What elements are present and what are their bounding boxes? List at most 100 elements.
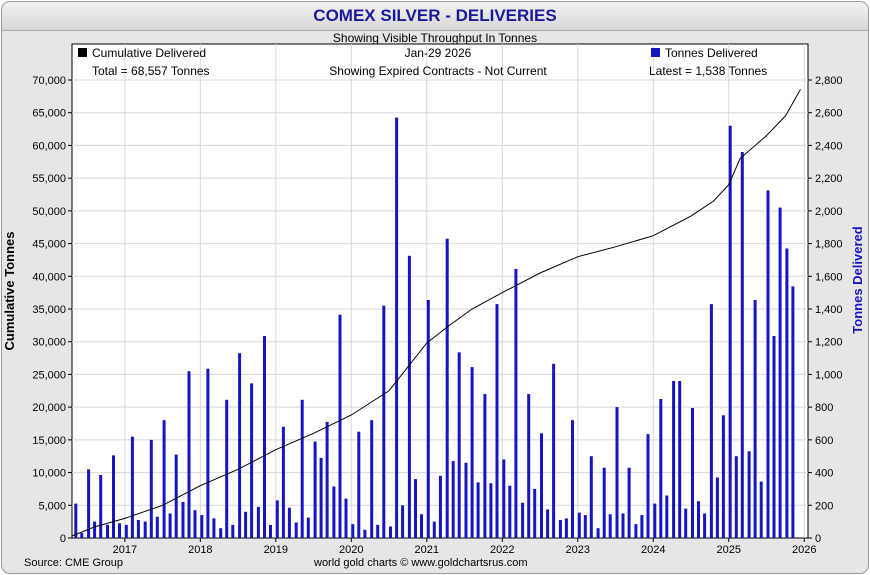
delivery-bar [728, 125, 732, 539]
delivery-bar [659, 399, 663, 538]
delivery-bar [275, 500, 279, 538]
delivery-bar [540, 433, 543, 538]
right-tick-label: 800 [815, 402, 833, 414]
delivery-bar [476, 482, 480, 538]
right-tick-label: 2,800 [815, 75, 843, 87]
delivery-bar [74, 503, 78, 538]
delivery-bar [187, 371, 191, 538]
x-tick-label: 2023 [566, 544, 590, 556]
delivery-bar [112, 455, 115, 538]
gridlines [72, 44, 808, 538]
right-tick-label: 2,200 [815, 173, 843, 185]
delivery-bar [93, 521, 97, 538]
left-tick-label: 40,000 [32, 271, 66, 283]
delivery-bar [697, 501, 700, 538]
left-axis: 0 5,000 10,000 15,000 20,000 25,000 30,000 35,0… [32, 75, 72, 545]
delivery-bar [370, 420, 374, 538]
delivery-bar [363, 529, 367, 538]
delivery-bar [231, 524, 235, 538]
legend-cumulative-swatch [78, 48, 87, 57]
left-tick-label: 70,000 [32, 75, 66, 87]
delivery-bar [319, 457, 323, 538]
delivery-bar [464, 462, 468, 538]
right-tick-label: 200 [815, 500, 833, 512]
delivery-bar [709, 304, 713, 538]
left-axis-label: Cumulative Tonnes [2, 232, 17, 351]
delivery-bar [691, 408, 694, 538]
left-tick-label: 50,000 [32, 206, 66, 218]
title-bar: COMEX SILVER - DELIVERIES [2, 2, 868, 31]
delivery-bar [287, 507, 291, 538]
delivery-bar [558, 520, 562, 538]
delivery-bar [508, 485, 512, 538]
delivery-bar [747, 451, 751, 538]
left-tick-label: 60,000 [32, 140, 66, 152]
delivery-bar [313, 441, 317, 538]
delivery-bar [269, 524, 272, 538]
delivery-bar [281, 426, 285, 538]
cumulative-line [71, 89, 801, 537]
x-tick-label: 2025 [716, 544, 740, 556]
credit-note: world gold charts © www.goldchartsrus.co… [314, 557, 528, 569]
chart-subtitle: Showing Visible Throughput In Tonnes [332, 31, 538, 45]
right-tick-label: 2,400 [815, 140, 843, 152]
delivery-bar [143, 521, 147, 538]
left-tick-label: 30,000 [32, 337, 66, 349]
right-axis: 0 200 400 600 800 1,000 1,200 1,400 1,600 1,800 2,… [808, 75, 843, 545]
delivery-bar [502, 459, 506, 538]
delivery-bar [596, 528, 600, 538]
delivery-bar [785, 248, 789, 538]
left-tick-label: 25,000 [32, 369, 66, 381]
delivery-bar [174, 454, 178, 538]
delivery-bar [250, 383, 254, 538]
delivery-bar [168, 513, 172, 538]
delivery-bar [426, 300, 430, 538]
left-tick-label: 5,000 [38, 500, 66, 512]
delivery-bar [401, 505, 405, 538]
legend-cumulative-total: Total = 68,557 Tonnes [92, 64, 210, 78]
delivery-bar [389, 526, 392, 538]
delivery-bar [766, 190, 770, 538]
right-axis-label: Tonnes Delivered [850, 226, 865, 333]
delivery-bar [602, 467, 606, 538]
x-axis: 2017 2018 2019 2020 2021 2022 2023 2024 2025 2026 [113, 538, 816, 556]
x-tick-label: 2026 [792, 544, 816, 556]
delivery-bar [87, 469, 91, 538]
delivery-bar [193, 510, 197, 538]
delivery-bar [414, 479, 417, 538]
delivery-bar [678, 381, 682, 538]
legend-deliveries-label: Tonnes Delivered [665, 46, 758, 60]
delivery-bar [715, 477, 719, 538]
left-tick-label: 20,000 [32, 402, 66, 414]
delivery-bar [332, 486, 336, 538]
delivery-bar [546, 509, 550, 538]
delivery-bar [740, 152, 744, 538]
delivery-bar [753, 300, 757, 538]
x-tick-label: 2017 [113, 544, 137, 556]
right-tick-label: 1,400 [815, 304, 843, 316]
delivery-bar [672, 381, 676, 538]
delivery-bar [376, 524, 380, 538]
delivery-bar [162, 420, 166, 538]
right-tick-label: 1,800 [815, 239, 843, 251]
x-tick-label: 2018 [188, 544, 212, 556]
right-tick-label: 1,000 [815, 369, 843, 381]
delivery-bar [130, 436, 134, 538]
plot-area [71, 43, 809, 539]
delivery-bar [640, 515, 644, 538]
delivery-bar [244, 511, 248, 538]
delivery-bar [263, 336, 266, 538]
delivery-bar [615, 407, 619, 538]
delivery-bar [634, 524, 638, 538]
delivery-bar [527, 394, 531, 538]
delivery-bar [665, 495, 669, 538]
delivery-bar [627, 467, 631, 538]
delivery-bar [420, 514, 423, 538]
delivery-bar [772, 336, 776, 538]
delivery-bar [351, 524, 355, 538]
source-note: Source: CME Group [24, 557, 124, 569]
right-tick-label: 2,000 [815, 206, 843, 218]
delivery-bar [382, 305, 386, 538]
delivery-bar [294, 522, 298, 538]
